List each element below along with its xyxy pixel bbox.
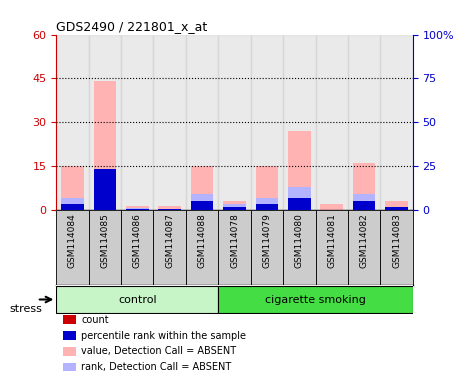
Bar	[348, 210, 380, 285]
Bar	[380, 35, 413, 210]
Bar	[353, 194, 376, 201]
Bar	[61, 199, 84, 204]
Bar	[256, 204, 278, 210]
Bar	[316, 210, 348, 285]
Bar	[63, 316, 76, 324]
Text: GSM114078: GSM114078	[230, 213, 239, 268]
Bar	[256, 199, 278, 204]
Bar	[121, 35, 153, 210]
Bar	[288, 199, 310, 210]
Bar	[288, 131, 310, 210]
Bar	[385, 201, 408, 210]
Bar	[126, 208, 149, 209]
Text: GSM114087: GSM114087	[165, 213, 174, 268]
Bar	[223, 201, 246, 210]
Text: count: count	[81, 315, 109, 325]
Text: GSM114083: GSM114083	[392, 213, 401, 268]
Bar	[218, 210, 251, 285]
Bar	[288, 187, 310, 199]
Bar	[191, 201, 213, 210]
Bar	[218, 35, 251, 210]
Bar	[251, 35, 283, 210]
Bar	[159, 209, 181, 210]
Bar	[63, 362, 76, 371]
Bar	[223, 204, 246, 207]
Text: GSM114082: GSM114082	[360, 213, 369, 268]
Text: GSM114084: GSM114084	[68, 213, 77, 268]
Bar	[93, 169, 116, 210]
Bar	[61, 166, 84, 210]
Bar	[186, 210, 218, 285]
Bar	[191, 194, 213, 201]
Bar	[89, 35, 121, 210]
Text: GSM114080: GSM114080	[295, 213, 304, 268]
Text: GSM114079: GSM114079	[262, 213, 272, 268]
Bar	[380, 210, 413, 285]
Bar	[191, 166, 213, 210]
Bar	[63, 331, 76, 340]
Bar	[89, 210, 121, 285]
Bar	[56, 35, 89, 210]
Text: GSM114086: GSM114086	[133, 213, 142, 268]
Bar	[126, 209, 149, 210]
Bar	[316, 35, 348, 210]
Text: GSM114081: GSM114081	[327, 213, 336, 268]
Bar	[218, 286, 413, 313]
Text: value, Detection Call = ABSENT: value, Detection Call = ABSENT	[81, 346, 236, 356]
Text: cigarette smoking: cigarette smoking	[265, 295, 366, 305]
Bar	[153, 35, 186, 210]
Bar	[93, 81, 116, 210]
Bar	[256, 166, 278, 210]
Bar	[353, 201, 376, 210]
Bar	[348, 35, 380, 210]
Bar	[385, 207, 408, 210]
Bar	[251, 210, 283, 285]
Bar	[153, 210, 186, 285]
Bar	[56, 210, 89, 285]
Bar	[353, 163, 376, 210]
Text: control: control	[118, 295, 157, 305]
Bar	[56, 286, 218, 313]
Bar	[283, 210, 316, 285]
Bar	[159, 206, 181, 210]
Bar	[320, 204, 343, 210]
Bar	[186, 35, 218, 210]
Text: GDS2490 / 221801_x_at: GDS2490 / 221801_x_at	[56, 20, 207, 33]
Text: stress: stress	[9, 304, 42, 314]
Text: rank, Detection Call = ABSENT: rank, Detection Call = ABSENT	[81, 362, 232, 372]
Text: GSM114088: GSM114088	[197, 213, 207, 268]
Bar	[61, 204, 84, 210]
Bar	[283, 35, 316, 210]
Text: percentile rank within the sample: percentile rank within the sample	[81, 331, 246, 341]
Bar	[63, 347, 76, 356]
Text: GSM114085: GSM114085	[100, 213, 109, 268]
Bar	[126, 206, 149, 210]
Bar	[223, 207, 246, 210]
Bar	[121, 210, 153, 285]
